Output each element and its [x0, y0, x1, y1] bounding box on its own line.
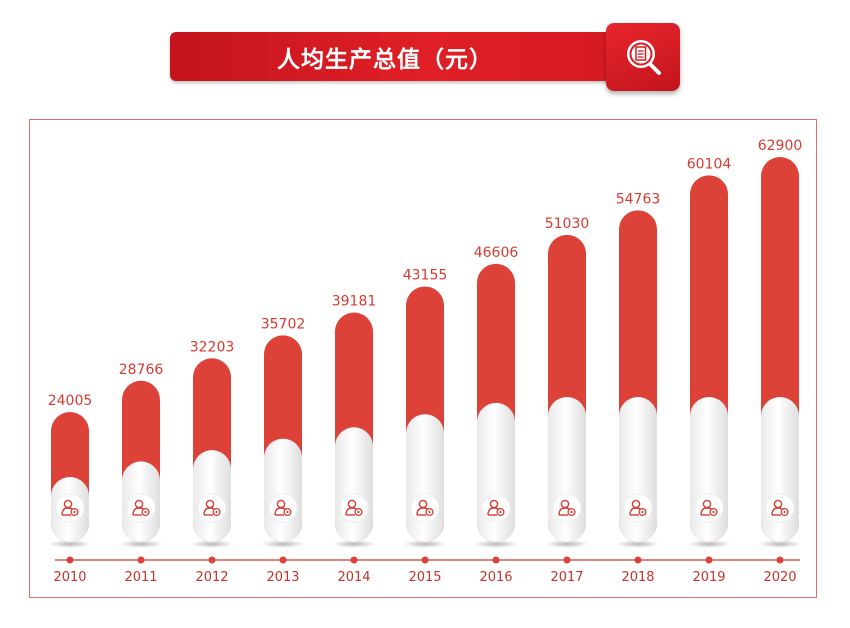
- value-label: 46606: [474, 245, 519, 261]
- chart-title: 人均生产总值（元）: [277, 46, 493, 73]
- person-settings-icon: [197, 493, 227, 523]
- bar-base-2015: [406, 414, 444, 542]
- document-search-icon: [606, 23, 680, 91]
- bar-shadow: [119, 540, 163, 548]
- x-tick-label: 2011: [124, 570, 157, 585]
- person-settings-icon: [55, 493, 85, 523]
- value-label: 51030: [545, 216, 590, 232]
- bar-base-2013: [264, 438, 302, 542]
- bar-shadow: [474, 540, 518, 548]
- person-settings-icon: [126, 493, 156, 523]
- axis-tick-dot: [705, 556, 713, 564]
- value-label: 28766: [119, 362, 164, 378]
- axis-tick-dot: [137, 556, 145, 564]
- axis-tick-dot: [634, 556, 642, 564]
- axis-tick-dot: [66, 556, 74, 564]
- value-label: 43155: [403, 267, 448, 283]
- x-tick-label: 2012: [195, 570, 228, 585]
- bar-shadow: [758, 540, 802, 548]
- title-banner: [170, 32, 640, 81]
- x-tick-label: 2016: [479, 570, 512, 585]
- x-tick-label: 2015: [408, 570, 441, 585]
- value-label: 35702: [261, 316, 306, 332]
- bar-shadow: [403, 540, 447, 548]
- x-tick-label: 2013: [266, 570, 299, 585]
- person-settings-icon: [410, 493, 440, 523]
- person-settings-icon: [552, 493, 582, 523]
- bar-base-2014: [335, 427, 373, 542]
- value-label: 24005: [48, 393, 93, 409]
- person-settings-icon: [623, 493, 653, 523]
- axis-tick-dot: [350, 556, 358, 564]
- bar-shadow: [687, 540, 731, 548]
- bar-shadow: [545, 540, 589, 548]
- bar-shadow: [261, 540, 305, 548]
- axis-tick-dot: [776, 556, 784, 564]
- x-tick-label: 2010: [53, 570, 86, 585]
- axis-tick-dot: [208, 556, 216, 564]
- chart-frame: [29, 119, 817, 598]
- axis-tick-dot: [421, 556, 429, 564]
- value-label: 60104: [687, 156, 732, 172]
- bar-shadow: [332, 540, 376, 548]
- x-tick-label: 2020: [763, 570, 796, 585]
- person-settings-icon: [765, 493, 795, 523]
- axis-tick-dot: [492, 556, 500, 564]
- value-label: 39181: [332, 294, 377, 310]
- x-tick-label: 2018: [621, 570, 654, 585]
- person-settings-icon: [694, 493, 724, 523]
- axis-tick-dot: [279, 556, 287, 564]
- value-label: 54763: [616, 191, 661, 207]
- x-tick-label: 2019: [692, 570, 725, 585]
- bar-shadow: [190, 540, 234, 548]
- x-tick-label: 2014: [337, 570, 370, 585]
- axis-tick-dot: [563, 556, 571, 564]
- bar-shadow: [48, 540, 92, 548]
- person-settings-icon: [339, 493, 369, 523]
- person-settings-icon: [481, 493, 511, 523]
- person-settings-icon: [268, 493, 298, 523]
- bar-shadow: [616, 540, 660, 548]
- value-label: 32203: [190, 339, 235, 355]
- x-tick-label: 2017: [550, 570, 583, 585]
- value-label: 62900: [758, 138, 803, 154]
